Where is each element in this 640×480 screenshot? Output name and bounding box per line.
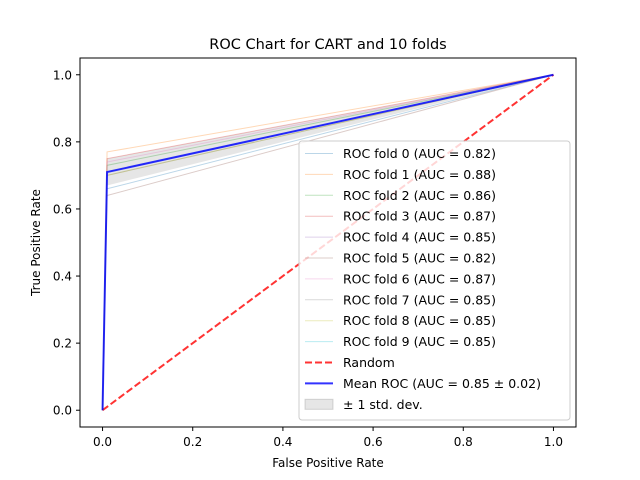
legend-fold-6-label: ROC fold 6 (AUC = 0.87)	[343, 271, 496, 286]
legend-fold-3-label: ROC fold 3 (AUC = 0.87)	[343, 209, 496, 224]
y-tick-label: 1.0	[53, 68, 72, 82]
x-tick-label: 1.0	[544, 435, 563, 449]
legend-std-swatch	[304, 398, 334, 410]
legend-std-label: ± 1 std. dev.	[343, 397, 423, 412]
chart-title: ROC Chart for CART and 10 folds	[209, 37, 446, 53]
y-tick-label: 0.2	[53, 337, 72, 351]
legend-fold-9-label: ROC fold 9 (AUC = 0.85)	[343, 334, 496, 349]
axis-ticks: 0.0 0.2 0.4 0.6 0.8 1.0 0.0 0.2 0.4 0.6 0.8 1.0	[53, 68, 563, 449]
x-tick-label: 0.2	[183, 435, 202, 449]
x-tick-label: 0.4	[273, 435, 292, 449]
plot-area	[101, 73, 555, 412]
axes-frame	[79, 57, 577, 428]
legend-fold-8-label: ROC fold 8 (AUC = 0.85)	[343, 313, 496, 328]
legend-box	[298, 140, 571, 421]
legend-fold-7-label: ROC fold 7 (AUC = 0.85)	[343, 292, 496, 307]
legend: ROC fold 0 (AUC = 0.82) ROC fold 1 (AUC =…	[298, 140, 571, 421]
legend-fold-5-label: ROC fold 5 (AUC = 0.82)	[343, 251, 496, 266]
legend-fold-2-label: ROC fold 2 (AUC = 0.86)	[343, 188, 496, 203]
legend-random-label: Random	[343, 355, 395, 370]
x-tick-label: 0.0	[93, 435, 112, 449]
y-tick-label: 0.8	[53, 135, 72, 149]
y-tick-label: 0.4	[53, 270, 72, 284]
y-tick-label: 0.0	[53, 404, 72, 418]
legend-fold-0-label: ROC fold 0 (AUC = 0.82)	[343, 146, 496, 161]
y-axis-label: True Positive Rate	[29, 189, 43, 297]
mean-roc-line	[101, 73, 554, 411]
x-axis-label: False Positive Rate	[272, 456, 384, 470]
legend-fold-4-label: ROC fold 4 (AUC = 0.85)	[343, 230, 496, 245]
legend-fold-1-label: ROC fold 1 (AUC = 0.88)	[343, 167, 496, 182]
x-tick-label: 0.6	[364, 435, 383, 449]
y-tick-label: 0.6	[53, 202, 72, 216]
x-tick-label: 0.8	[454, 435, 473, 449]
legend-mean-label: Mean ROC (AUC = 0.85 ± 0.02)	[343, 376, 541, 391]
std-dev-band	[102, 74, 554, 411]
